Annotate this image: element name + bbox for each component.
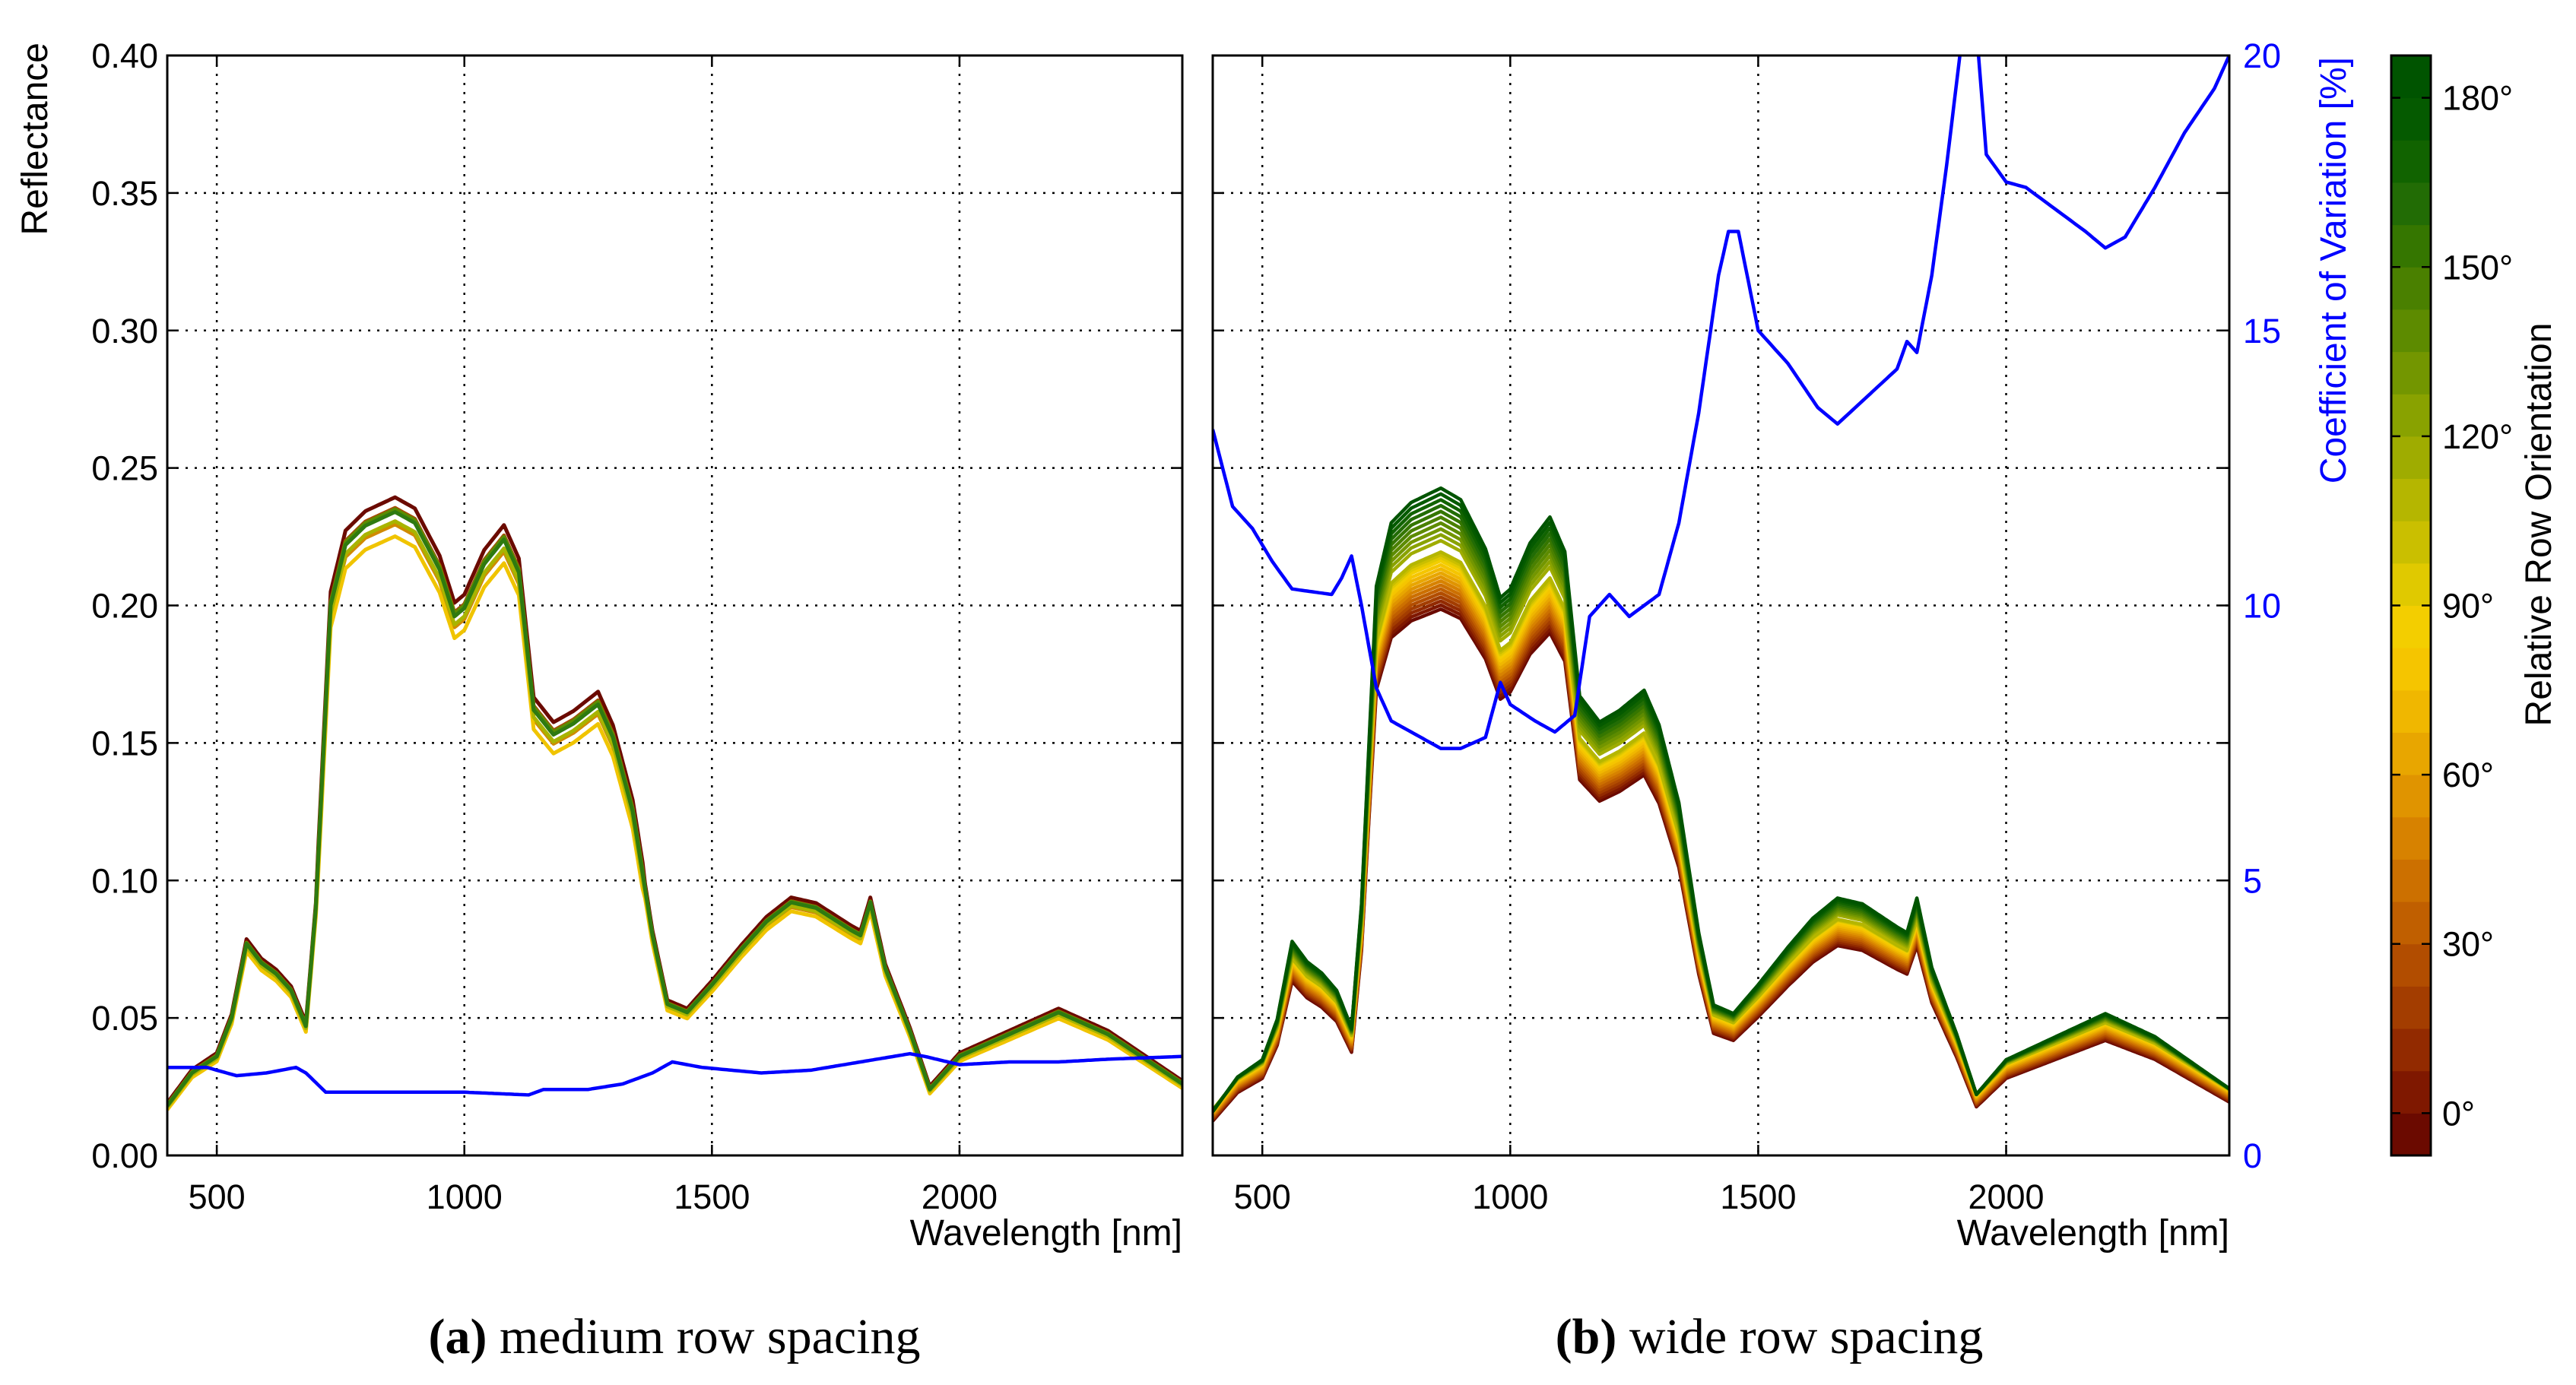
colorbar-cell: [2391, 648, 2431, 691]
colorbar-cell: [2391, 902, 2431, 945]
colorbar-cells: [2391, 55, 2431, 1156]
panel-a-ytick-label: 0.15: [91, 724, 158, 762]
colorbar-cell: [2391, 55, 2431, 99]
panel-a-xtick-1000: 1000: [427, 1177, 503, 1216]
colorbar-ticks: 0° 30° 60° 90° 120° 150° 180°: [2442, 79, 2513, 1133]
panel-a-series-0°: [167, 495, 1182, 1105]
colorbar-cell: [2391, 943, 2431, 987]
panel-b-xtick-500: 500: [1234, 1177, 1291, 1216]
panel-a-series-180°: [167, 510, 1182, 1108]
panel-b-y2tick-0: 0: [2243, 1136, 2262, 1175]
colorbar-cell: [2391, 775, 2431, 818]
caption-b: (b) wide row spacing: [1556, 1309, 1984, 1364]
panel-a-y-ticks: 0.00 0.05 0.10 0.15 0.20 0.25 0.30 0.35 0.40: [91, 36, 158, 1175]
panel-a-cv-line: [167, 1051, 1182, 1097]
panel-a-ytick-label: 0.20: [91, 587, 158, 626]
colorbar-cell: [2391, 182, 2431, 226]
panel-b-right-y-axis-label: Coefficient of Variation [%]: [2314, 57, 2354, 483]
panel-b-grid: [1213, 54, 2229, 1157]
panel-a-xtick-1500: 1500: [674, 1177, 750, 1216]
colorbar-tick-150: 150°: [2442, 248, 2513, 287]
panel-a-xtick-2000: 2000: [922, 1177, 998, 1216]
colorbar-cell: [2391, 1113, 2431, 1156]
colorbar-cell: [2391, 309, 2431, 353]
panel-b-x-ticks: 500 1000 1500 2000: [1234, 1177, 2045, 1216]
caption-a: (a) medium row spacing: [428, 1309, 920, 1364]
colorbar-cell: [2391, 732, 2431, 775]
panel-a-ytick-label: 0.10: [91, 861, 158, 900]
colorbar-cell: [2391, 521, 2431, 564]
panel-a-ytick-label: 0.35: [91, 174, 158, 213]
colorbar-tick-60: 60°: [2442, 756, 2494, 794]
panel-a-series: [167, 495, 1182, 1111]
colorbar-tick-120: 120°: [2442, 417, 2513, 456]
panel-a-y-axis-label: Reflectance: [15, 43, 56, 235]
colorbar-cell: [2391, 1070, 2431, 1114]
colorbar-cell: [2391, 97, 2431, 141]
panel-b-xtick-1000: 1000: [1472, 1177, 1548, 1216]
colorbar-cell: [2391, 816, 2431, 860]
panel-a-ytick-label: 0.40: [91, 36, 158, 75]
colorbar-cell: [2391, 140, 2431, 183]
colorbar-label: Relative Row Orientation: [2519, 323, 2559, 727]
colorbar-cell: [2391, 224, 2431, 268]
colorbar-cell: [2391, 859, 2431, 902]
colorbar-cell: [2391, 478, 2431, 521]
panel-a-series-90°: [167, 534, 1182, 1111]
panel-a-x-ticks: 500 1000 1500 2000: [189, 1177, 998, 1216]
panel-b-frame: [1211, 54, 2231, 1157]
colorbar-tick-0: 0°: [2442, 1094, 2475, 1133]
panel-a-x-axis-label: Wavelength [nm]: [910, 1213, 1182, 1253]
colorbar-frame: [2390, 54, 2432, 1157]
caption-b-text: wide row spacing: [1616, 1309, 1983, 1364]
colorbar-cell: [2391, 394, 2431, 437]
panel-b-x-axis-label: Wavelength [nm]: [1957, 1213, 2229, 1253]
panel-b: 500 1000 1500 2000 0 5 10 15 20 Coeffici…: [1211, 36, 2354, 1253]
panel-a-ytick-label: 0.00: [91, 1136, 158, 1175]
colorbar-cell: [2391, 986, 2431, 1029]
panel-a-ytick-label: 0.25: [91, 449, 158, 488]
panel-a-ytick-label: 0.30: [91, 312, 158, 350]
panel-b-y2tick-15: 15: [2243, 312, 2281, 350]
panel-a-grid: [167, 54, 1182, 1157]
panel-b-y2tick-20: 20: [2243, 36, 2281, 75]
panel-b-series: [1213, 55, 2229, 1123]
colorbar-cell: [2391, 605, 2431, 648]
panel-b-y2tick-10: 10: [2243, 587, 2281, 626]
panel-b-series-25: [1213, 486, 2229, 1113]
panel-b-right-y-ticks: 0 5 10 15 20: [2243, 36, 2281, 1175]
panel-a-frame: [166, 54, 1184, 1157]
caption-b-letter: (b): [1556, 1309, 1617, 1364]
colorbar-cell: [2391, 689, 2431, 733]
panel-b-xtick-1500: 1500: [1720, 1177, 1796, 1216]
panel-b-xtick-2000: 2000: [1968, 1177, 2044, 1216]
panel-a-ytick-label: 0.05: [91, 999, 158, 1038]
caption-a-letter: (a): [428, 1309, 487, 1364]
colorbar-tick-30: 30°: [2442, 925, 2494, 964]
colorbar-cell: [2391, 436, 2431, 480]
colorbar: 0° 30° 60° 90° 120° 150° 180° Relative R…: [2390, 54, 2559, 1157]
panel-a-xtick-500: 500: [189, 1177, 246, 1216]
colorbar-tick-90: 90°: [2442, 587, 2494, 626]
panel-b-cv-line: [1213, 55, 2229, 750]
colorbar-cell: [2391, 351, 2431, 395]
caption-a-text: medium row spacing: [487, 1309, 920, 1364]
colorbar-tick-180: 180°: [2442, 79, 2513, 118]
panel-a: 0.00 0.05 0.10 0.15 0.20 0.25 0.30 0.35 0.40 500…: [15, 36, 1184, 1253]
panel-b-y2tick-5: 5: [2243, 861, 2262, 900]
colorbar-cell: [2391, 1028, 2431, 1072]
colorbar-cell: [2391, 267, 2431, 310]
colorbar-cell: [2391, 563, 2431, 606]
